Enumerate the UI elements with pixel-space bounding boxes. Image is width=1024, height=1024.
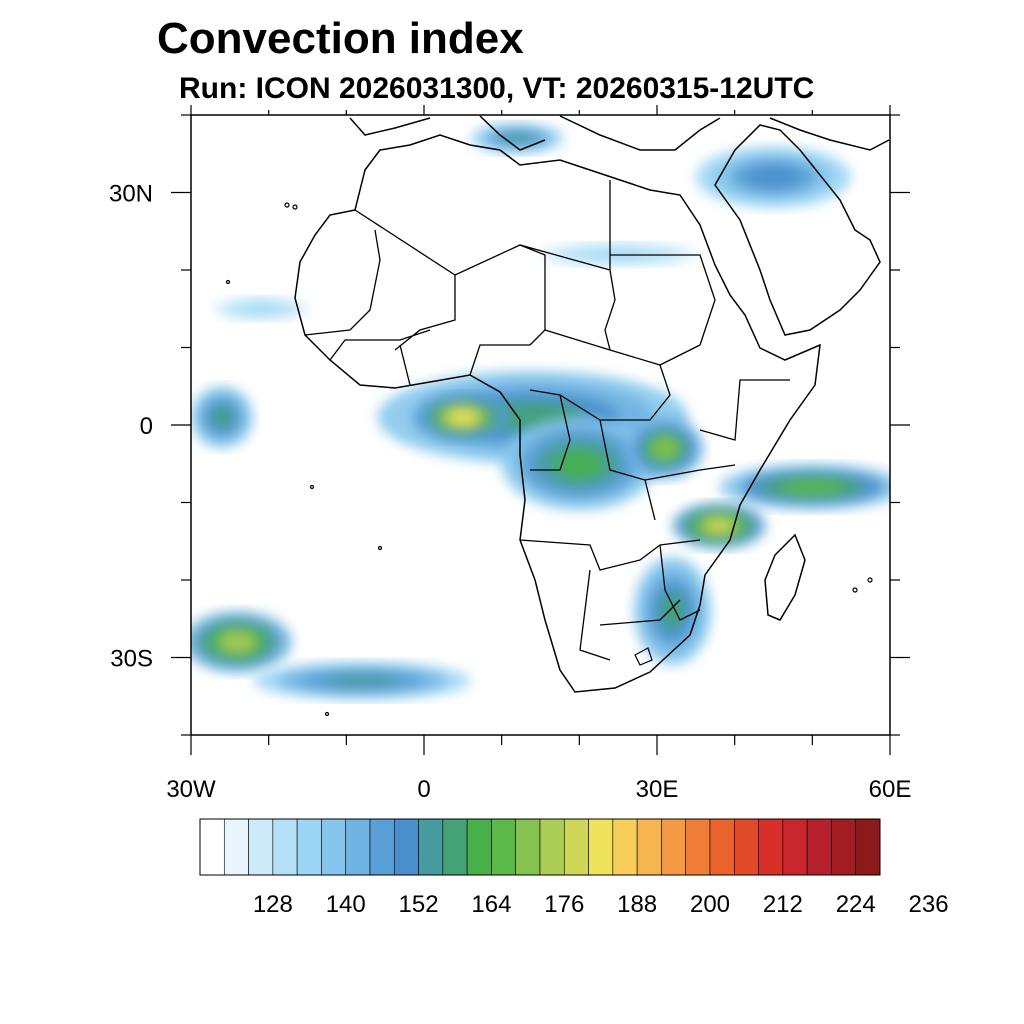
precip-contour: [245, 304, 277, 313]
coastlines-borders: [225, 115, 890, 717]
small-islands: [225, 202, 873, 717]
x-tick-label: 60E: [869, 776, 912, 803]
colorbar-swatch: [806, 818, 832, 876]
precip-contour: [501, 132, 534, 144]
precip-area: [191, 611, 292, 673]
colorbar-swatch: [563, 818, 589, 876]
colorbar-swatch: [733, 818, 759, 876]
colorbar-label: 128: [253, 891, 293, 918]
colorbar-swatch: [418, 818, 444, 876]
colorbar-label: 200: [690, 891, 730, 918]
colorbar-swatch: [758, 818, 784, 876]
precip-contour: [703, 517, 735, 534]
precip-contour: [747, 166, 800, 188]
colorbar-swatch: [393, 818, 419, 876]
precip-area: [719, 463, 890, 511]
convection-field: [191, 122, 890, 701]
colorbar-swatch: [369, 818, 395, 876]
colorbar-swatch: [636, 818, 662, 876]
colorbar: 128 140 152 164 176 188 200 212 224 236: [199, 818, 949, 918]
colorbar-swatch: [539, 818, 565, 876]
colorbar-label: 152: [399, 891, 439, 918]
precip-contour: [651, 437, 678, 459]
x-tick-label: 30E: [636, 776, 679, 803]
precip-contour: [219, 631, 257, 653]
colorbar-swatch: [272, 818, 298, 876]
colorbar-label: 140: [326, 891, 366, 918]
arabia-coastline: [714, 124, 881, 336]
colorbar-swatch: [831, 818, 857, 876]
axis-ticks: [171, 105, 910, 755]
y-tick-label: 30S: [110, 646, 153, 673]
colorbar-swatch: [296, 818, 322, 876]
precip-contour: [780, 479, 845, 495]
precip-area: [214, 297, 308, 321]
colorbar-swatch: [491, 818, 517, 876]
precip-area: [191, 386, 254, 449]
colorbar-swatch: [782, 818, 808, 876]
chart-subtitle: Run: ICON 2026031300, VT: 20260315-12UTC: [179, 72, 815, 105]
colorbar-swatch: [466, 818, 492, 876]
precip-area: [633, 556, 712, 666]
colorbar-swatch: [612, 818, 638, 876]
precip-area: [470, 122, 564, 154]
precip-area: [625, 417, 704, 480]
precip-area: [416, 394, 510, 441]
colorbar-label: 236: [909, 891, 949, 918]
map-frame-group: 30W 0 30E 60E 30N 0 30S: [109, 105, 911, 803]
colorbar-swatch: [855, 818, 881, 876]
colorbar-swatch: [199, 818, 225, 876]
precip-contour: [659, 592, 686, 630]
chart-title: Convection index: [157, 14, 524, 63]
precip-contour: [324, 674, 399, 688]
colorbar-label: 224: [836, 891, 876, 918]
madagascar-coastline: [764, 533, 806, 621]
colorbar-label: 188: [617, 891, 657, 918]
precip-contour: [446, 409, 479, 426]
x-tick-label: 0: [417, 776, 430, 803]
border-lines: [304, 180, 790, 661]
colorbar-label: 164: [471, 891, 511, 918]
colorbar-swatch: [588, 818, 614, 876]
precip-contour: [552, 447, 606, 480]
colorbar-swatch: [248, 818, 274, 876]
precip-contour: [211, 406, 233, 428]
axis-labels: 30W 0 30E 60E 30N 0 30S: [109, 181, 911, 804]
x-tick-label: 30W: [166, 776, 216, 803]
colorbar-swatch: [685, 818, 711, 876]
precip-area: [501, 417, 657, 511]
y-tick-label: 30N: [109, 181, 153, 208]
y-tick-label: 0: [140, 413, 153, 440]
colorbar-swatch: [661, 818, 687, 876]
precip-area: [253, 661, 471, 701]
colorbar-swatch: [223, 818, 249, 876]
colorbar-swatch: [321, 818, 347, 876]
colorbar-swatch: [709, 818, 735, 876]
africa-coastline: [294, 134, 821, 693]
colorbar-label: 212: [763, 891, 803, 918]
colorbar-label: 176: [544, 891, 584, 918]
colorbar-frame: [199, 818, 881, 876]
colorbar-swatch: [442, 818, 468, 876]
precip-area: [695, 146, 852, 208]
colorbar-swatch: [345, 818, 371, 876]
europe-coastline: [349, 115, 890, 151]
colorbar-swatch: [515, 818, 541, 876]
